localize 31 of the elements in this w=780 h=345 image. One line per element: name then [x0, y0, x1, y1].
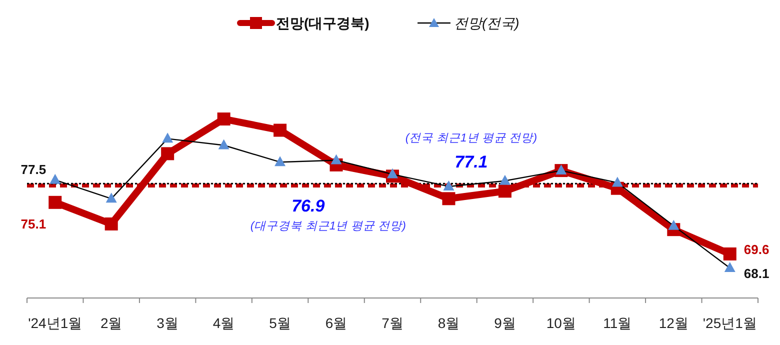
point	[274, 124, 287, 137]
ref-line-label: 77.1	[454, 152, 488, 172]
x-tick-label: 10월	[546, 315, 576, 331]
annotation: (전국 최근1년 평균 전망)	[405, 132, 538, 145]
x-tick-label: 4월	[212, 315, 235, 331]
data-label: 77.5	[20, 162, 46, 177]
ref-line-label: 76.9	[292, 196, 326, 216]
x-tick-label: 12월	[658, 315, 688, 331]
data-label: 75.1	[20, 216, 46, 232]
point	[498, 184, 512, 198]
data-label: 69.6	[744, 242, 770, 257]
point	[442, 192, 456, 206]
x-tick-label: 5월	[269, 315, 291, 331]
annotation: (대구경북 최근1년 평균 전망)	[250, 220, 406, 233]
legend-label: 전망(전국)	[454, 15, 520, 31]
x-tick-label: '24년1월	[28, 315, 82, 331]
x-tick-label: 8월	[438, 315, 460, 331]
point	[104, 217, 118, 230]
x-tick-label: 2월	[100, 315, 122, 331]
point	[723, 247, 736, 260]
point	[48, 196, 62, 209]
data-label: 68.1	[744, 266, 770, 281]
x-tick-label: 7월	[382, 315, 404, 331]
x-tick-label: 11월	[603, 315, 632, 331]
x-tick-label: '25년1월	[702, 315, 757, 331]
x-tick-label: 6월	[325, 315, 348, 331]
x-tick-label: 9월	[494, 315, 516, 331]
point	[161, 147, 174, 160]
x-tick-label: 3월	[156, 315, 178, 331]
legend-label: 전망(대구경북)	[276, 15, 370, 31]
point	[217, 112, 230, 126]
